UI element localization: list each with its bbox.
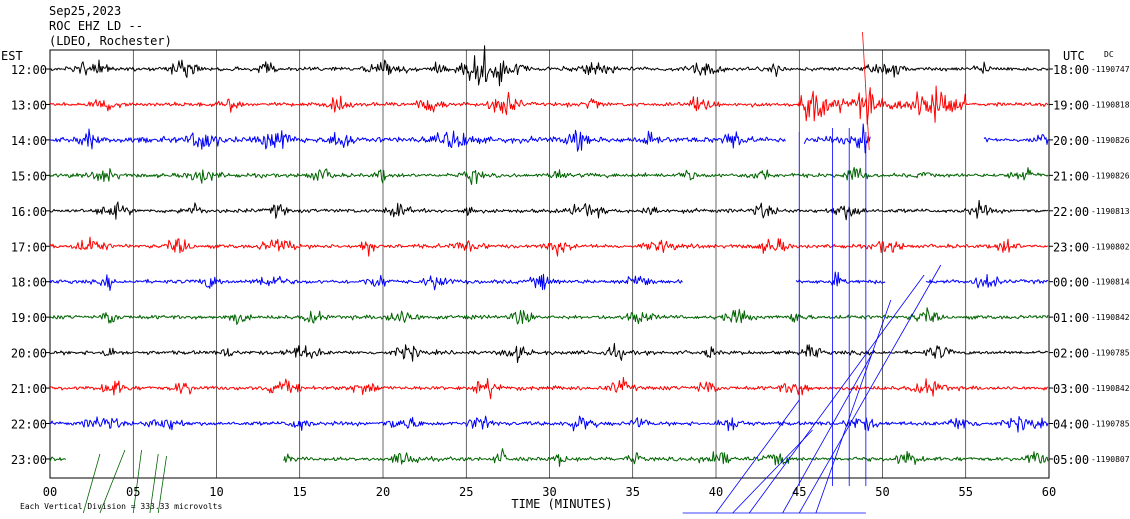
seismic-trace [49,376,1049,400]
x-tick-label: 25 [459,485,473,499]
slanted-trace-line [815,299,892,514]
slanted-trace-line [862,31,870,151]
trace-row: 16:00 22:00 -1190813 [11,199,1130,221]
slanted-trace-line [132,449,142,514]
slanted-trace-line [82,453,101,514]
seismic-trace [49,123,1049,154]
x-tick-label: 10 [209,485,223,499]
dc-offset-label: -1190842 [1091,313,1130,322]
utc-time-label: 03:00 [1053,382,1089,396]
local-time-label: 21:00 [11,382,47,396]
slanted-trace-line [99,449,126,514]
utc-time-label: 23:00 [1053,240,1089,254]
local-time-label: 17:00 [11,240,47,254]
x-tick-label: 55 [959,485,973,499]
utc-time-label: 18:00 [1053,63,1089,77]
utc-time-label: 19:00 [1053,98,1089,112]
utc-time-label: 05:00 [1053,453,1089,467]
utc-time-label: 21:00 [1053,169,1089,183]
trace-row: 23:00 05:00 -1190807 [11,448,1130,467]
slanted-trace-line [149,453,159,514]
x-tick-label: 00 [43,485,57,499]
header-date: Sep25,2023 [49,4,121,18]
utc-time-label: 02:00 [1053,347,1089,361]
trace-row: 22:00 04:00 -1190785 [11,415,1130,433]
dc-offset-label: -1190842 [1091,384,1130,393]
utc-time-label: 00:00 [1053,276,1089,290]
dc-offset-label: -1190813 [1091,207,1130,216]
seismic-trace [49,236,1049,257]
utc-time-label: 01:00 [1053,311,1089,325]
footer-scale: Each Vertical Division = 333.33 microvol… [20,502,222,511]
seismic-trace [49,415,1049,433]
local-time-label: 18:00 [11,276,47,290]
x-tick-label: 15 [293,485,307,499]
seismic-trace [49,342,1048,364]
x-axis-label: TIME (MINUTES) [511,497,612,511]
local-time-label: 23:00 [11,453,47,467]
trace-row: 13:00 19:00 -1190818 [11,85,1130,125]
slanted-trace-line [732,429,813,514]
seismic-trace [49,85,1049,125]
dc-offset-label: -1190814 [1091,278,1130,287]
x-tick-label: 05 [126,485,140,499]
utc-time-label: 20:00 [1053,134,1089,148]
header-network: (LDEO, Rochester) [49,34,172,48]
header-station: ROC EHZ LD -- [49,19,143,33]
dc-offset-label: -1190826 [1091,136,1130,145]
dc-offset-label: -1190802 [1091,242,1130,251]
seismic-trace [49,167,1049,185]
trace-row: 14:00 20:00 -1190826 [11,123,1130,154]
left-axis-label: EST [1,49,23,63]
trace-row: 17:00 23:00 -1190802 [11,236,1130,257]
x-tick-label: 45 [792,485,806,499]
local-time-label: 12:00 [11,63,47,77]
x-tick-label: 35 [626,485,640,499]
x-tick-label: 30 [542,485,556,499]
local-time-label: 20:00 [11,347,47,361]
x-tick-label: 20 [376,485,390,499]
x-tick-label: 40 [709,485,723,499]
right-axis-label: UTC [1063,49,1085,63]
slanted-trace-line [798,264,942,514]
trace-row: 20:00 02:00 -1190785 [11,342,1130,364]
x-tick-label: 60 [1042,485,1056,499]
dc-offset-label: -1190785 [1091,420,1130,429]
x-axis-ticks: 00 05 10 15 20 25 30 35 40 45 50 55 60 [43,485,1056,499]
local-time-label: 16:00 [11,205,47,219]
slanted-trace-line [782,349,875,514]
seismic-trace [49,45,1049,87]
dc-offset-label: -1190747 [1091,65,1130,74]
slanted-trace-lines [82,31,942,514]
x-tick-label: 50 [875,485,889,499]
dc-offset-label: -1190785 [1091,349,1130,358]
slanted-trace-line [715,399,800,514]
trace-row: 21:00 03:00 -1190842 [11,376,1130,400]
dc-offset-label: -1190807 [1091,455,1130,464]
plot-grid [49,49,1050,479]
slanted-trace-line [748,274,925,514]
trace-row: 12:00 18:00 -1190747 [11,45,1130,87]
slanted-trace-line [157,455,167,514]
dc-offset-label: -1190826 [1091,171,1130,180]
seismic-trace [49,271,1049,291]
seismic-trace [49,448,1049,467]
local-time-label: 19:00 [11,311,47,325]
trace-row: 15:00 21:00 -1190826 [11,167,1130,185]
local-time-label: 15:00 [11,169,47,183]
trace-row: 18:00 00:00 -1190814 [11,271,1130,291]
utc-time-label: 04:00 [1053,418,1089,432]
local-time-label: 14:00 [11,134,47,148]
dc-label: DC [1104,50,1114,59]
local-time-label: 22:00 [11,418,47,432]
trace-row: 19:00 01:00 -1190842 [11,307,1130,325]
dc-offset-label: -1190818 [1091,100,1130,109]
seismic-trace [49,199,1049,221]
utc-time-label: 22:00 [1053,205,1089,219]
seismic-trace [49,307,1049,325]
local-time-label: 13:00 [11,98,47,112]
